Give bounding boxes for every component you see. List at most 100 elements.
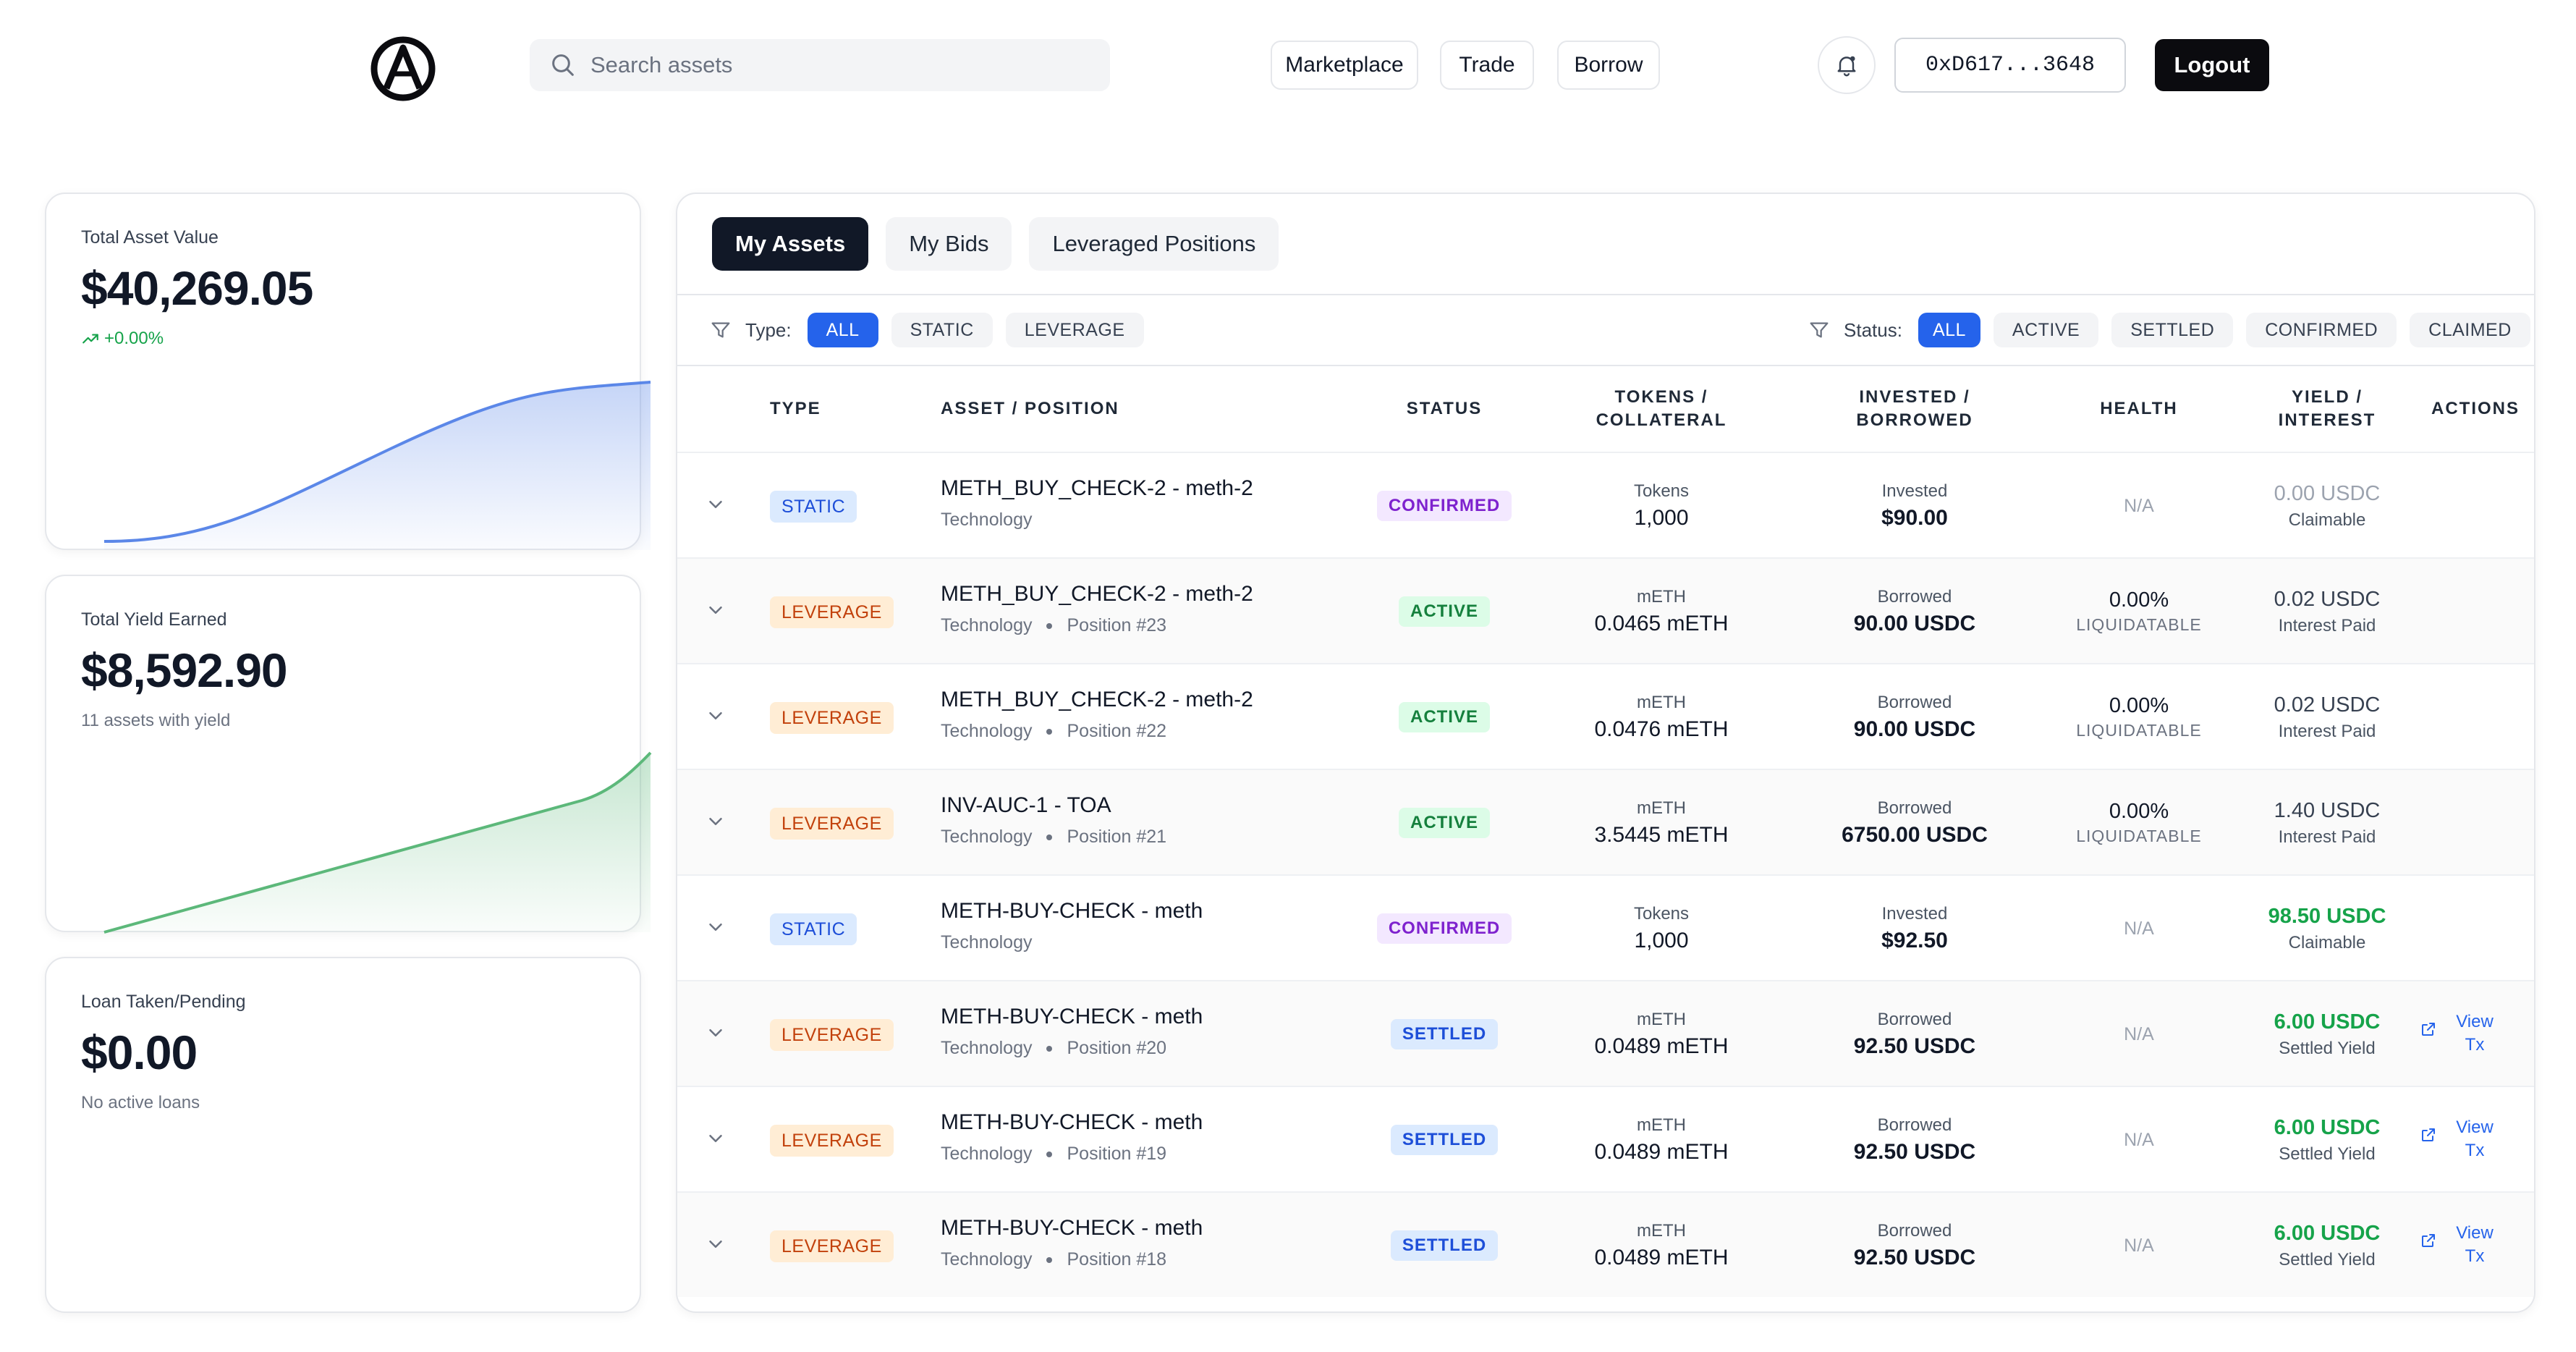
column-header-tokens[interactable]: TOKENS / COLLATERAL [1546,366,1777,452]
type-filter-all[interactable]: ALL [807,313,878,347]
view-tx-label[interactable]: View Tx [2456,1117,2494,1160]
column-header-type[interactable]: TYPE [770,399,821,418]
type-badge: LEVERAGE [770,1230,894,1262]
nav-marketplace-button[interactable]: Marketplace [1271,41,1418,90]
column-header-asset[interactable]: ASSET / POSITION [941,399,1119,418]
health-value: 0.00% [2109,800,2169,823]
total-asset-value-card: Total Asset Value $40,269.05 +0.00% [45,193,651,550]
chevron-down-icon[interactable] [705,599,726,621]
status-cell: SETTLED [1357,1087,1531,1193]
chevron-down-icon[interactable] [705,1233,726,1255]
notifications-button[interactable] [1818,36,1876,94]
tab-my-bids[interactable]: My Bids [886,217,1012,271]
asset-name[interactable]: METH_BUY_CHECK-2 - meth-2 [941,582,1253,606]
view-tx-link[interactable]: View Tx [2420,1010,2496,1057]
external-link-icon [2422,1234,2435,1247]
table-row: LEVERAGE METH-BUY-CHECK - meth Technology P… [677,980,2534,1086]
status-filter-all[interactable]: ALL [1918,313,1980,347]
column-header-invested[interactable]: INVESTED / BORROWED [1799,366,2030,452]
chevron-down-icon[interactable] [705,1022,726,1044]
view-tx-link[interactable]: View Tx [2420,1222,2496,1268]
total-yield-earned-card: Total Yield Earned $8,592.90 11 assets w… [45,575,652,934]
search-input[interactable] [590,52,1097,78]
asset-cell: INV-AUC-1 - TOA Technology Position #21 [941,793,1166,848]
tokens-cell: mETH 0.0465 mETH [1546,559,1777,664]
header-line: TOKENS / [1614,387,1708,407]
status-filter-confirmed[interactable]: CONFIRMED [2246,313,2397,347]
chevron-down-icon[interactable] [705,494,726,515]
table-header: TYPE ASSET / POSITION STATUS TOKENS / CO… [677,366,2534,452]
status-filter-settled[interactable]: SETTLED [2111,313,2234,347]
wallet-address-button[interactable]: 0xD617...3648 [1894,38,2126,93]
chevron-down-icon[interactable] [705,1128,726,1149]
view-tx-label[interactable]: View Tx [2456,1223,2494,1266]
type-filter-leverage[interactable]: LEVERAGE [1005,313,1144,347]
asset-cell: METH-BUY-CHECK - meth Technology Position … [941,1005,1203,1059]
health-status: LIQUIDATABLE [2076,721,2202,740]
tokens-cell: mETH 0.0476 mETH [1546,664,1777,770]
asset-name[interactable]: METH-BUY-CHECK - meth [941,1110,1203,1134]
search-bar[interactable] [530,39,1110,91]
yield-value: 0.02 USDC [2274,693,2381,717]
tab-my-assets[interactable]: My Assets [712,217,869,271]
table-row: LEVERAGE INV-AUC-1 - TOA Technology Positio… [677,769,2534,874]
header-line: COLLATERAL [1596,410,1727,430]
logout-button[interactable]: Logout [2155,39,2269,91]
status-filter-claimed[interactable]: CLAIMED [2410,313,2530,347]
health-value: N/A [2124,918,2154,939]
asset-name[interactable]: METH-BUY-CHECK - meth [941,1005,1203,1028]
separator-dot [1046,728,1053,735]
column-header-status[interactable]: STATUS [1406,399,1483,418]
separator-dot [1046,834,1053,840]
invested-value: 6750.00 USDC [1842,823,1988,847]
asset-meta: Technology Position #21 [941,827,1166,848]
chevron-down-icon[interactable] [705,916,726,938]
type-filter: Type: ALL STATIC LEVERAGE [709,310,1157,350]
chevron-down-icon[interactable] [705,811,726,832]
asset-name[interactable]: INV-AUC-1 - TOA [941,793,1111,817]
invested-label: Borrowed [1877,693,1952,712]
nav-trade-button[interactable]: Trade [1440,41,1534,90]
app-logo-icon[interactable] [370,36,436,101]
invested-cell: Borrowed 90.00 USDC [1799,559,2030,664]
type-badge: LEVERAGE [770,1125,894,1157]
filter-icon [711,322,730,338]
tokens-label: mETH [1637,798,1686,818]
asset-name[interactable]: METH-BUY-CHECK - meth [941,1216,1203,1240]
top-navbar: Marketplace Trade Borrow 0xD617...3648 L… [0,0,2576,130]
invested-label: Borrowed [1877,587,1952,607]
asset-name[interactable]: METH_BUY_CHECK-2 - meth-2 [941,688,1253,711]
portfolio-tabs: My Assets My Bids Leveraged Positions [712,217,1279,271]
tab-leveraged-positions[interactable]: Leveraged Positions [1029,217,1279,271]
chevron-down-icon[interactable] [705,705,726,727]
asset-name[interactable]: METH_BUY_CHECK-2 - meth-2 [941,476,1253,500]
card-subtext: 11 assets with yield [81,711,231,730]
asset-category: Technology [941,615,1033,635]
position-number: Position #23 [1067,615,1167,635]
invested-label: Borrowed [1877,1010,1952,1029]
invested-cell: Borrowed 92.50 USDC [1799,981,2030,1087]
separator-dot [1046,622,1053,629]
invested-cell: Borrowed 92.50 USDC [1799,1087,2030,1193]
position-number: Position #22 [1067,721,1167,741]
type-filter-label: Type: [745,318,792,341]
column-header-health[interactable]: HEALTH [2100,399,2178,418]
status-cell: SETTLED [1357,981,1531,1087]
asset-name[interactable]: METH-BUY-CHECK - meth [941,899,1203,923]
asset-meta: Technology Position #18 [941,1249,1203,1270]
tokens-value: 3.5445 mETH [1594,823,1729,847]
tokens-value: 0.0489 mETH [1594,1140,1729,1164]
nav-borrow-button[interactable]: Borrow [1557,41,1660,90]
invested-label: Borrowed [1877,1221,1952,1241]
type-filter-static[interactable]: STATIC [891,313,993,347]
view-tx-label[interactable]: View Tx [2456,1012,2494,1055]
asset-meta: Technology [941,510,1253,531]
tokens-value: 0.0489 mETH [1594,1034,1729,1058]
tokens-label: mETH [1637,1221,1686,1241]
status-filter-active[interactable]: ACTIVE [1993,313,2099,347]
asset-category: Technology [941,1144,1033,1164]
invested-label: Invested [1881,904,1948,924]
view-tx-link[interactable]: View Tx [2420,1116,2496,1162]
invested-label: Borrowed [1877,1115,1952,1135]
column-header-yield[interactable]: YIELD / INTEREST [2233,366,2421,452]
